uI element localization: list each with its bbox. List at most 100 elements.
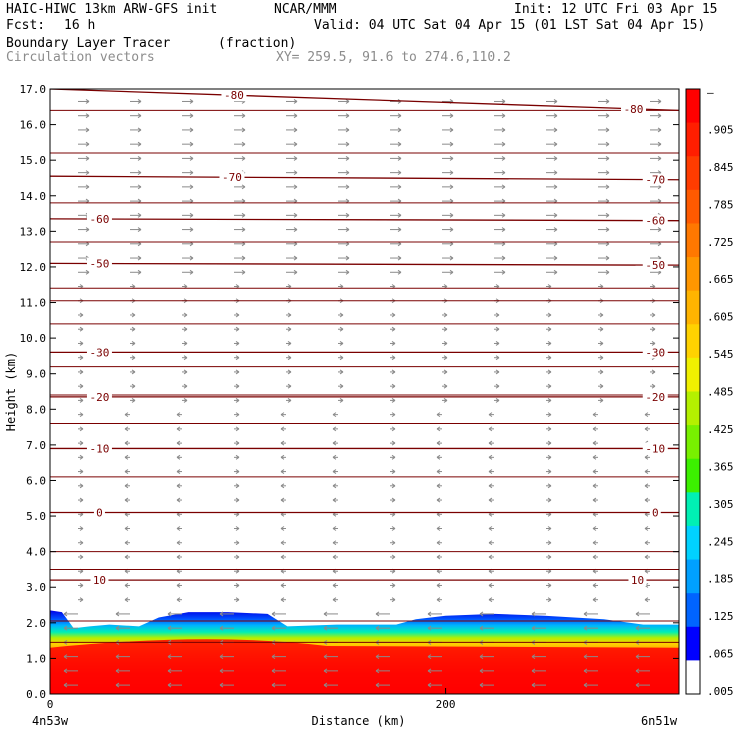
vector-arrowhead	[657, 155, 662, 161]
isotherm-label: -20	[645, 391, 665, 404]
y-tick-label: 13.0	[20, 225, 47, 238]
x-tick-label: 200	[436, 698, 456, 711]
vector-arrowhead	[79, 497, 84, 503]
vector-arrowhead	[235, 412, 240, 418]
vector-arrowhead	[592, 554, 597, 560]
vector-arrowhead	[553, 227, 558, 232]
vector-arrowhead	[657, 127, 662, 133]
vector-arrowhead	[167, 625, 172, 631]
vector-arrowhead	[547, 355, 552, 361]
vector-arrowhead	[436, 454, 441, 460]
vector-arrowhead	[241, 141, 246, 147]
isotherm-label-bg	[93, 506, 105, 519]
vector-arrowhead	[189, 212, 194, 218]
vector-arrowhead	[85, 227, 90, 232]
vector-arrowhead	[235, 326, 240, 332]
isotherm-line	[50, 175, 679, 181]
vector-arrowhead	[583, 682, 588, 688]
vector-arrowhead	[323, 654, 328, 660]
isotherm-label: -70	[645, 174, 665, 187]
vector-arrowhead	[644, 497, 649, 503]
vector-arrowhead	[85, 184, 90, 190]
vector-arrowhead	[339, 341, 344, 346]
vector-arrowhead	[85, 155, 90, 161]
vector-arrowhead	[605, 227, 610, 232]
vector-arrowhead	[605, 212, 610, 218]
vector-arrowhead	[397, 141, 402, 147]
vector-arrowhead	[79, 583, 84, 588]
vector-arrowhead	[124, 426, 129, 432]
vector-arrowhead	[501, 184, 506, 190]
vector-arrowhead	[241, 113, 246, 119]
vector-arrowhead	[79, 412, 84, 418]
vector-arrowhead	[176, 583, 181, 588]
isotherm-label: 10	[631, 574, 644, 587]
vector-arrowhead	[241, 184, 246, 190]
vector-arrowhead	[553, 141, 558, 147]
vector-arrowhead	[235, 483, 240, 489]
isotherm-label: 0	[96, 507, 103, 520]
vector-arrowhead	[235, 469, 240, 474]
vector-arrowhead	[131, 355, 136, 361]
vector-arrowhead	[391, 412, 396, 418]
vector-arrowhead	[479, 611, 484, 617]
forecast-hour: 16 h	[64, 18, 96, 33]
vector-arrowhead	[599, 312, 604, 318]
vector-arrowhead	[345, 269, 350, 275]
vector-arrowhead	[235, 440, 240, 446]
y-tick-label: 11.0	[20, 297, 47, 310]
vector-arrowhead	[599, 341, 604, 346]
vector-arrowhead	[219, 682, 224, 688]
vector-arrowhead	[235, 355, 240, 361]
vector-arrowhead	[375, 611, 380, 617]
colorbar-label: .065	[707, 648, 734, 661]
vector-arrowhead	[391, 426, 396, 432]
vector-arrowhead	[443, 355, 448, 361]
vector-arrowhead	[280, 440, 285, 446]
vector-arrowhead	[592, 597, 597, 603]
isotherm-label-bg	[90, 574, 109, 587]
vector-arrowhead	[219, 625, 224, 631]
vector-arrowhead	[501, 227, 506, 232]
vector-arrowhead	[131, 383, 136, 389]
vector-arrowhead	[599, 326, 604, 332]
vector-arrowhead	[339, 326, 344, 332]
vector-arrowhead	[287, 326, 292, 332]
vector-arrowhead	[644, 412, 649, 418]
vector-arrowhead	[391, 397, 396, 403]
y-axis-title: Height (km)	[4, 352, 18, 431]
colorbar-label: .125	[707, 610, 734, 623]
isotherm-line	[50, 262, 679, 266]
vector-arrowhead	[495, 341, 500, 346]
colorbar-label: .425	[707, 423, 734, 436]
vector-arrowhead	[280, 483, 285, 489]
isotherm-label: -80	[224, 89, 244, 102]
vector-arrowhead	[85, 170, 90, 176]
vector-arrowhead	[583, 611, 588, 617]
isotherm-label-bg	[628, 574, 647, 587]
vector-arrowhead	[449, 113, 454, 119]
vector-arrowhead	[651, 369, 656, 375]
vector-arrowhead	[436, 483, 441, 489]
vector-arrowhead	[553, 170, 558, 176]
vector-arrowhead	[339, 397, 344, 403]
vector-arrowhead	[488, 412, 493, 418]
vector-arrowhead	[547, 483, 552, 489]
vector-arrowhead	[488, 483, 493, 489]
vector-arrowhead	[280, 412, 285, 418]
isotherm-label-bg	[219, 171, 245, 184]
vector-arrowhead	[501, 155, 506, 161]
vector-arrowhead	[176, 526, 181, 531]
vector-arrowhead	[293, 255, 298, 261]
vector-arrowhead	[443, 383, 448, 389]
vector-arrowhead	[397, 227, 402, 232]
vector-arrowhead	[85, 113, 90, 119]
vector-arrowhead	[547, 369, 552, 375]
vector-arrowhead	[124, 483, 129, 489]
vector-arrowhead	[287, 383, 292, 389]
vector-arrowhead	[635, 668, 640, 674]
vector-arrowhead	[583, 625, 588, 631]
vector-arrowhead	[391, 312, 396, 318]
colorbar-label: .005	[707, 685, 734, 698]
vector-arrowhead	[651, 312, 656, 318]
